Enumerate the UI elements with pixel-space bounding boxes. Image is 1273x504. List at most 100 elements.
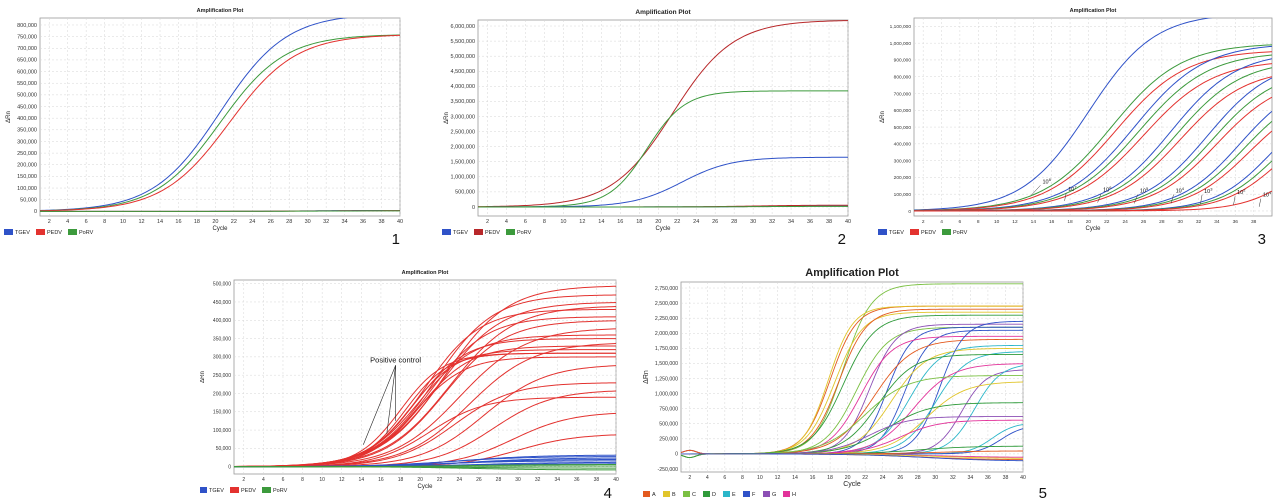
legend-label: PoRV <box>517 230 532 236</box>
x-tick-label: 14 <box>1031 219 1037 225</box>
x-tick-label: 38 <box>594 477 600 483</box>
y-tick-label: 250,000 <box>17 151 37 157</box>
y-tick-label: 1,000,000 <box>655 391 678 397</box>
x-tick-label: 18 <box>194 219 200 225</box>
x-tick-label: 18 <box>636 219 642 225</box>
x-tick-label: 38 <box>826 219 832 225</box>
x-axis-label: Cycle <box>655 226 671 232</box>
x-tick-label: 10 <box>560 219 566 225</box>
legend-label: TGEV <box>15 230 30 236</box>
dilution-pointer <box>1200 194 1203 205</box>
chart-panel-3: Amplification Plot 0 100,000 200,000 300,000… <box>878 8 1273 248</box>
x-tick-label: 4 <box>706 475 709 481</box>
y-tick-label: 800,000 <box>17 23 37 29</box>
y-tick-label: 4,500,000 <box>451 69 475 75</box>
x-tick-label: 10 <box>994 219 1000 225</box>
x-tick-label: 22 <box>231 219 237 225</box>
series-line-f-32 <box>681 453 1023 462</box>
x-tick-label: 10 <box>757 475 763 481</box>
legend-swatch <box>68 229 77 235</box>
y-axis-label: ΔRn <box>6 111 12 123</box>
y-tick-label: 500,000 <box>659 422 678 428</box>
legend-label: C <box>692 492 696 498</box>
y-tick-label: 350,000 <box>213 336 231 342</box>
x-axis-label: Cycle <box>843 481 861 488</box>
legend-label: PEDV <box>921 230 936 236</box>
dilution-pointer <box>1134 194 1139 204</box>
legend-swatch <box>878 229 887 235</box>
y-axis-label: ΔRn <box>200 371 206 383</box>
y-tick-label: 2,500,000 <box>655 301 678 307</box>
panel-number: 3 <box>1258 231 1266 248</box>
chart-title: Amplification Plot <box>197 8 244 14</box>
y-tick-label: 700,000 <box>894 91 912 97</box>
x-tick-label: 34 <box>788 219 794 225</box>
x-tick-label: 30 <box>750 219 756 225</box>
y-tick-label: 5,500,000 <box>451 39 475 45</box>
x-tick-label: 36 <box>807 219 813 225</box>
x-tick-label: 6 <box>282 477 285 483</box>
x-tick-label: 18 <box>398 477 404 483</box>
y-tick-label: 500,000 <box>894 125 912 131</box>
y-tick-label: 300,000 <box>17 139 37 145</box>
y-tick-label: 1,000,000 <box>451 175 475 181</box>
y-tick-label: 4,000,000 <box>451 84 475 90</box>
dilution-label: 106 <box>1103 185 1112 194</box>
x-tick-label: 40 <box>613 477 619 483</box>
annotation-label: Positive control <box>370 355 421 364</box>
x-tick-label: 4 <box>940 219 943 225</box>
y-tick-label: 600,000 <box>17 69 37 75</box>
x-tick-label: 26 <box>476 477 482 483</box>
plot-area <box>39 17 401 217</box>
dilution-pointer <box>1064 192 1067 201</box>
legend-swatch <box>910 229 919 235</box>
x-tick-label: 4 <box>262 477 265 483</box>
x-tick-label: 34 <box>967 475 973 481</box>
x-axis-label: Cycle <box>1085 226 1101 232</box>
x-axis-label: Cycle <box>417 484 433 490</box>
x-tick-label: 18 <box>827 475 833 481</box>
legend-swatch <box>442 229 451 235</box>
x-tick-label: 16 <box>1049 219 1055 225</box>
panel-number: 2 <box>838 231 846 248</box>
x-tick-label: 26 <box>712 219 718 225</box>
legend-label: H <box>792 492 796 498</box>
y-tick-label: 1,000,000 <box>890 41 912 47</box>
y-tick-label: 200,000 <box>894 175 912 181</box>
y-tick-label: 0 <box>908 209 911 215</box>
chart-panel-2: Amplification Plot 0 500,000 1,000,000 1,500… <box>442 9 851 248</box>
plot-area <box>680 281 1024 473</box>
y-tick-label: 150,000 <box>17 174 37 180</box>
x-tick-label: 36 <box>574 477 580 483</box>
y-tick-label: 2,000,000 <box>655 331 678 337</box>
x-tick-label: 8 <box>977 219 980 225</box>
x-axis-label: Cycle <box>212 226 228 232</box>
x-tick-label: 40 <box>1020 475 1026 481</box>
series-group <box>681 283 1023 462</box>
panel-number: 4 <box>604 485 612 502</box>
x-tick-label: 14 <box>157 219 163 225</box>
y-tick-label: 3,000,000 <box>451 114 475 120</box>
legend-label: PEDV <box>485 230 500 236</box>
y-tick-label: 1,500,000 <box>451 160 475 166</box>
x-tick-label: 32 <box>769 219 775 225</box>
x-tick-label: 32 <box>950 475 956 481</box>
x-tick-label: 30 <box>1178 219 1184 225</box>
legend-label: PoRV <box>79 230 94 236</box>
dilution-label: 104 <box>1176 186 1185 195</box>
x-tick-label: 30 <box>515 477 521 483</box>
annotation-arrow <box>386 365 396 434</box>
x-tick-label: 16 <box>175 219 181 225</box>
legend-swatch <box>683 491 690 497</box>
series-group <box>478 20 848 208</box>
y-axis-label: ΔRn <box>444 112 450 124</box>
series-group <box>234 285 616 471</box>
x-tick-label: 28 <box>496 477 502 483</box>
legend-swatch <box>643 491 650 497</box>
x-tick-label: 6 <box>524 219 527 225</box>
y-tick-label: 900,000 <box>894 58 912 64</box>
x-tick-label: 16 <box>810 475 816 481</box>
y-tick-label: -250,000 <box>658 467 679 473</box>
legend-label: TGEV <box>453 230 468 236</box>
y-tick-label: 2,500,000 <box>451 129 475 135</box>
